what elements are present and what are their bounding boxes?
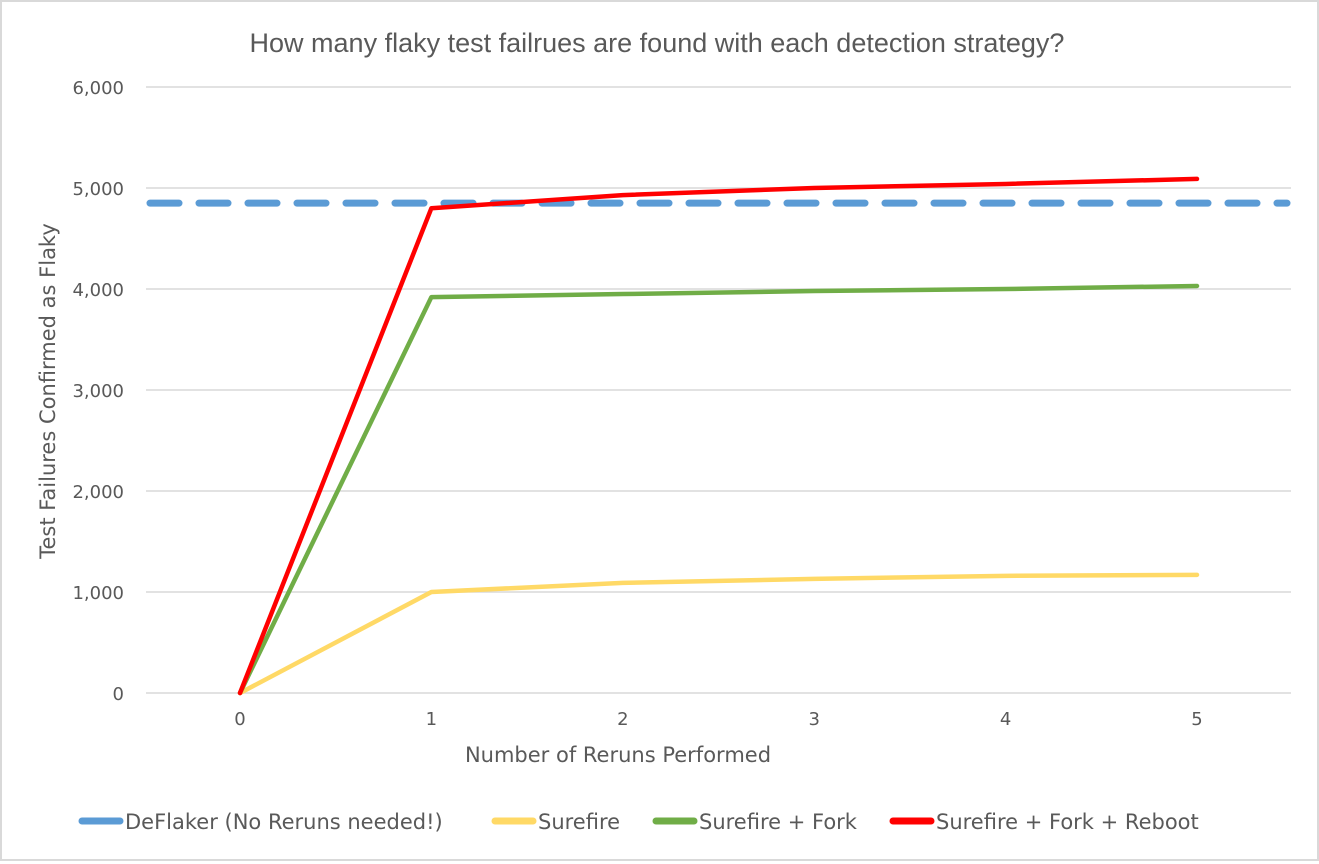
x-tick-label: 4 [1000, 709, 1011, 730]
y-axis-ticks: 0 1,000 2,000 3,000 4,000 5,000 6,000 [72, 78, 124, 705]
series-line-surefire-fork-reboot [237, 176, 1200, 696]
legend-item: Surefire + Fork + Reboot [889, 810, 1199, 834]
y-axis-label: Test Failures Confirmed as Flaky [36, 223, 60, 560]
y-tick-label: 1,000 [72, 583, 124, 604]
x-tick-label: 5 [1191, 709, 1202, 730]
series-line-surefire [237, 572, 1200, 696]
x-tick-label: 0 [234, 709, 245, 730]
legend-item: DeFlaker (No Reruns needed!) [78, 810, 443, 834]
legend-item: Surefire + Fork [652, 810, 858, 834]
series-lines [146, 176, 1291, 696]
x-axis-ticks: 0 1 2 3 4 5 [234, 709, 1202, 730]
chart-title: How many flaky test failrues are found w… [250, 28, 1065, 58]
y-tick-label: 4,000 [72, 280, 124, 301]
y-tick-label: 6,000 [72, 78, 124, 99]
y-tick-label: 2,000 [72, 482, 124, 503]
x-tick-label: 3 [808, 709, 819, 730]
x-axis-label: Number of Reruns Performed [465, 743, 771, 767]
legend-item: Surefire [491, 810, 620, 834]
y-tick-label: 5,000 [72, 179, 124, 200]
y-tick-label: 3,000 [72, 381, 124, 402]
y-tick-label: 0 [113, 684, 124, 705]
series-line-surefire-fork [237, 283, 1200, 696]
x-tick-label: 2 [617, 709, 628, 730]
gridlines [146, 86, 1291, 694]
legend-label: DeFlaker (No Reruns needed!) [125, 810, 443, 834]
legend: DeFlaker (No Reruns needed!) Surefire Sure… [78, 810, 1199, 834]
legend-label: Surefire + Fork [699, 810, 858, 834]
legend-label: Surefire [538, 810, 620, 834]
x-tick-label: 1 [426, 709, 437, 730]
legend-label: Surefire + Fork + Reboot [936, 810, 1199, 834]
